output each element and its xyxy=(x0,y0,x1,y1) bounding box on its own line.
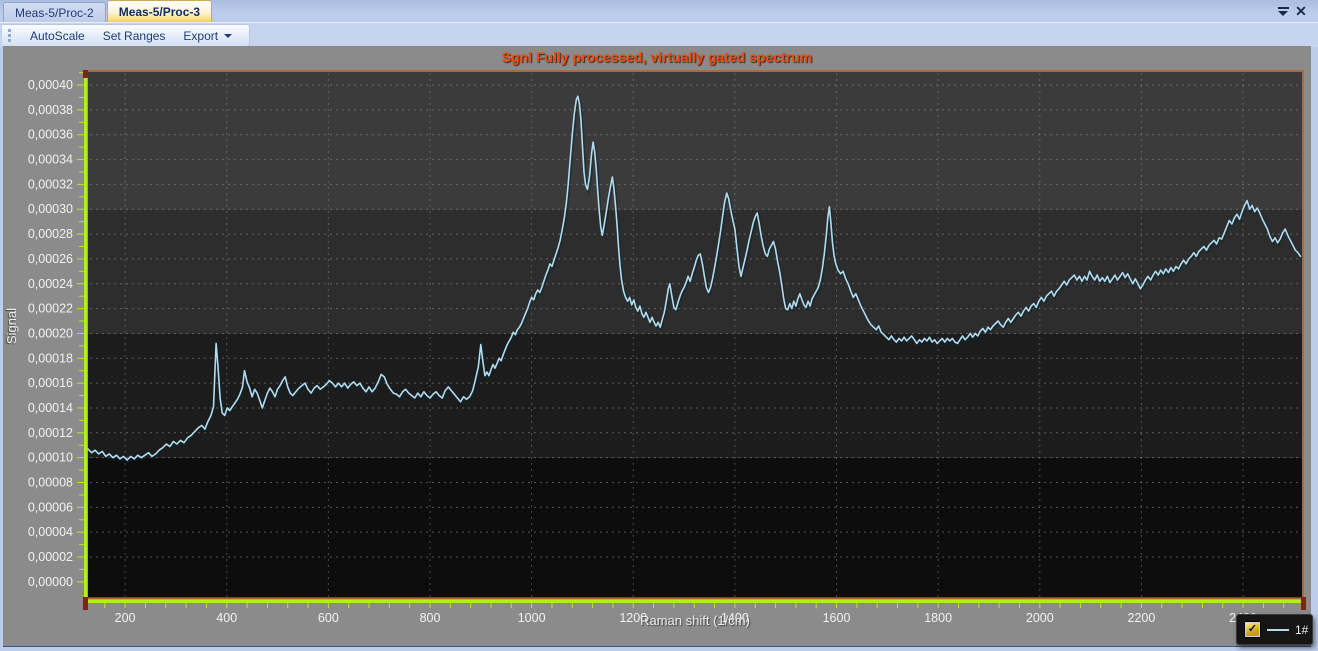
y-tick-label: 0,00002 xyxy=(28,550,73,564)
tab-bar: Meas-5/Proc-2 Meas-5/Proc-3 ✕ xyxy=(0,0,1318,22)
plot-band xyxy=(88,457,1302,598)
y-tick-label: 0,00034 xyxy=(28,153,73,167)
x-tick-label: 1200 xyxy=(619,611,647,625)
y-tick-label: 0,00008 xyxy=(28,475,73,489)
x-tick-label: 1800 xyxy=(924,611,952,625)
y-tick-label: 0,00030 xyxy=(28,202,73,216)
y-tick-label: 0,00000 xyxy=(28,575,73,589)
legend-series-label: 1# xyxy=(1295,622,1309,637)
x-tick-label: 800 xyxy=(420,611,441,625)
axis-cap-top xyxy=(83,70,88,78)
x-axis-line xyxy=(84,599,1302,603)
export-button[interactable]: Export xyxy=(174,27,241,45)
x-tick-label: 1600 xyxy=(823,611,851,625)
window-overflow-menu-icon[interactable] xyxy=(1274,3,1292,19)
x-tick-label: 600 xyxy=(318,611,339,625)
toolbar: AutoScale Set Ranges Export xyxy=(2,24,251,47)
x-tick-label: 1400 xyxy=(721,611,749,625)
y-tick-label: 0,00032 xyxy=(28,177,73,191)
y-tick-label: 0,00006 xyxy=(28,500,73,514)
tab-label: Meas-5/Proc-2 xyxy=(15,5,94,20)
y-tick-label: 0,00018 xyxy=(28,351,73,365)
toolbar-grip[interactable] xyxy=(8,29,14,42)
axis-cap-right xyxy=(1301,597,1306,610)
y-tick-label: 0,00010 xyxy=(28,451,73,465)
y-tick-label: 0,00014 xyxy=(28,401,73,415)
tab-meas5-proc2[interactable]: Meas-5/Proc-2 xyxy=(3,2,106,22)
x-axis-title: Raman shift (1/cm) xyxy=(640,613,750,628)
checkmark-icon: ✓ xyxy=(1247,623,1258,635)
x-tick-label: 400 xyxy=(216,611,237,625)
legend-line-sample xyxy=(1267,628,1289,631)
x-tick-label: 200 xyxy=(115,611,136,625)
spectrum-curve xyxy=(87,95,1302,461)
x-tick-label: 1000 xyxy=(518,611,546,625)
y-axis-line xyxy=(84,72,88,598)
y-tick-label: 0,00020 xyxy=(28,326,73,340)
close-icon[interactable]: ✕ xyxy=(1295,3,1307,19)
axis-cap-origin xyxy=(83,597,88,610)
plot-band xyxy=(88,72,1302,210)
y-tick-label: 0,00022 xyxy=(28,302,73,316)
legend: ✓ 1# xyxy=(1236,614,1313,645)
y-tick-label: 0,00038 xyxy=(28,103,73,117)
export-dropdown-caret-icon xyxy=(224,33,233,38)
chart-panel: Sgnl Fully processed, virtually gated sp… xyxy=(3,46,1313,647)
tab-label: Meas-5/Proc-3 xyxy=(118,4,201,19)
toolbar-strip: AutoScale Set Ranges Export xyxy=(0,22,1318,47)
set-ranges-button[interactable]: Set Ranges xyxy=(94,27,175,45)
y-tick-label: 0,00040 xyxy=(28,78,73,92)
y-tick-label: 0,00024 xyxy=(28,277,73,291)
y-tick-label: 0,00016 xyxy=(28,376,73,390)
tab-meas5-proc3[interactable]: Meas-5/Proc-3 xyxy=(106,0,213,22)
y-tick-label: 0,00028 xyxy=(28,227,73,241)
y-tick-label: 0,00012 xyxy=(28,426,73,440)
legend-checkbox[interactable]: ✓ xyxy=(1245,622,1260,637)
x-tick-label: 2200 xyxy=(1128,611,1156,625)
y-tick-label: 0,00036 xyxy=(28,128,73,142)
chevron-down-with-bar-icon xyxy=(1277,6,1289,16)
plot-band xyxy=(88,333,1302,458)
x-tick-label: 2000 xyxy=(1026,611,1054,625)
y-tick-label: 0,00004 xyxy=(28,525,73,539)
autoscale-button[interactable]: AutoScale xyxy=(21,27,94,45)
y-tick-label: 0,00026 xyxy=(28,252,73,266)
chart-title: Sgnl Fully processed, virtually gated sp… xyxy=(501,49,813,65)
y-axis-title: Signal xyxy=(4,308,19,345)
plot-area[interactable]: 0,00000 0,00002 0,00004 0,00006 0,00008 0,000… xyxy=(3,46,1311,646)
